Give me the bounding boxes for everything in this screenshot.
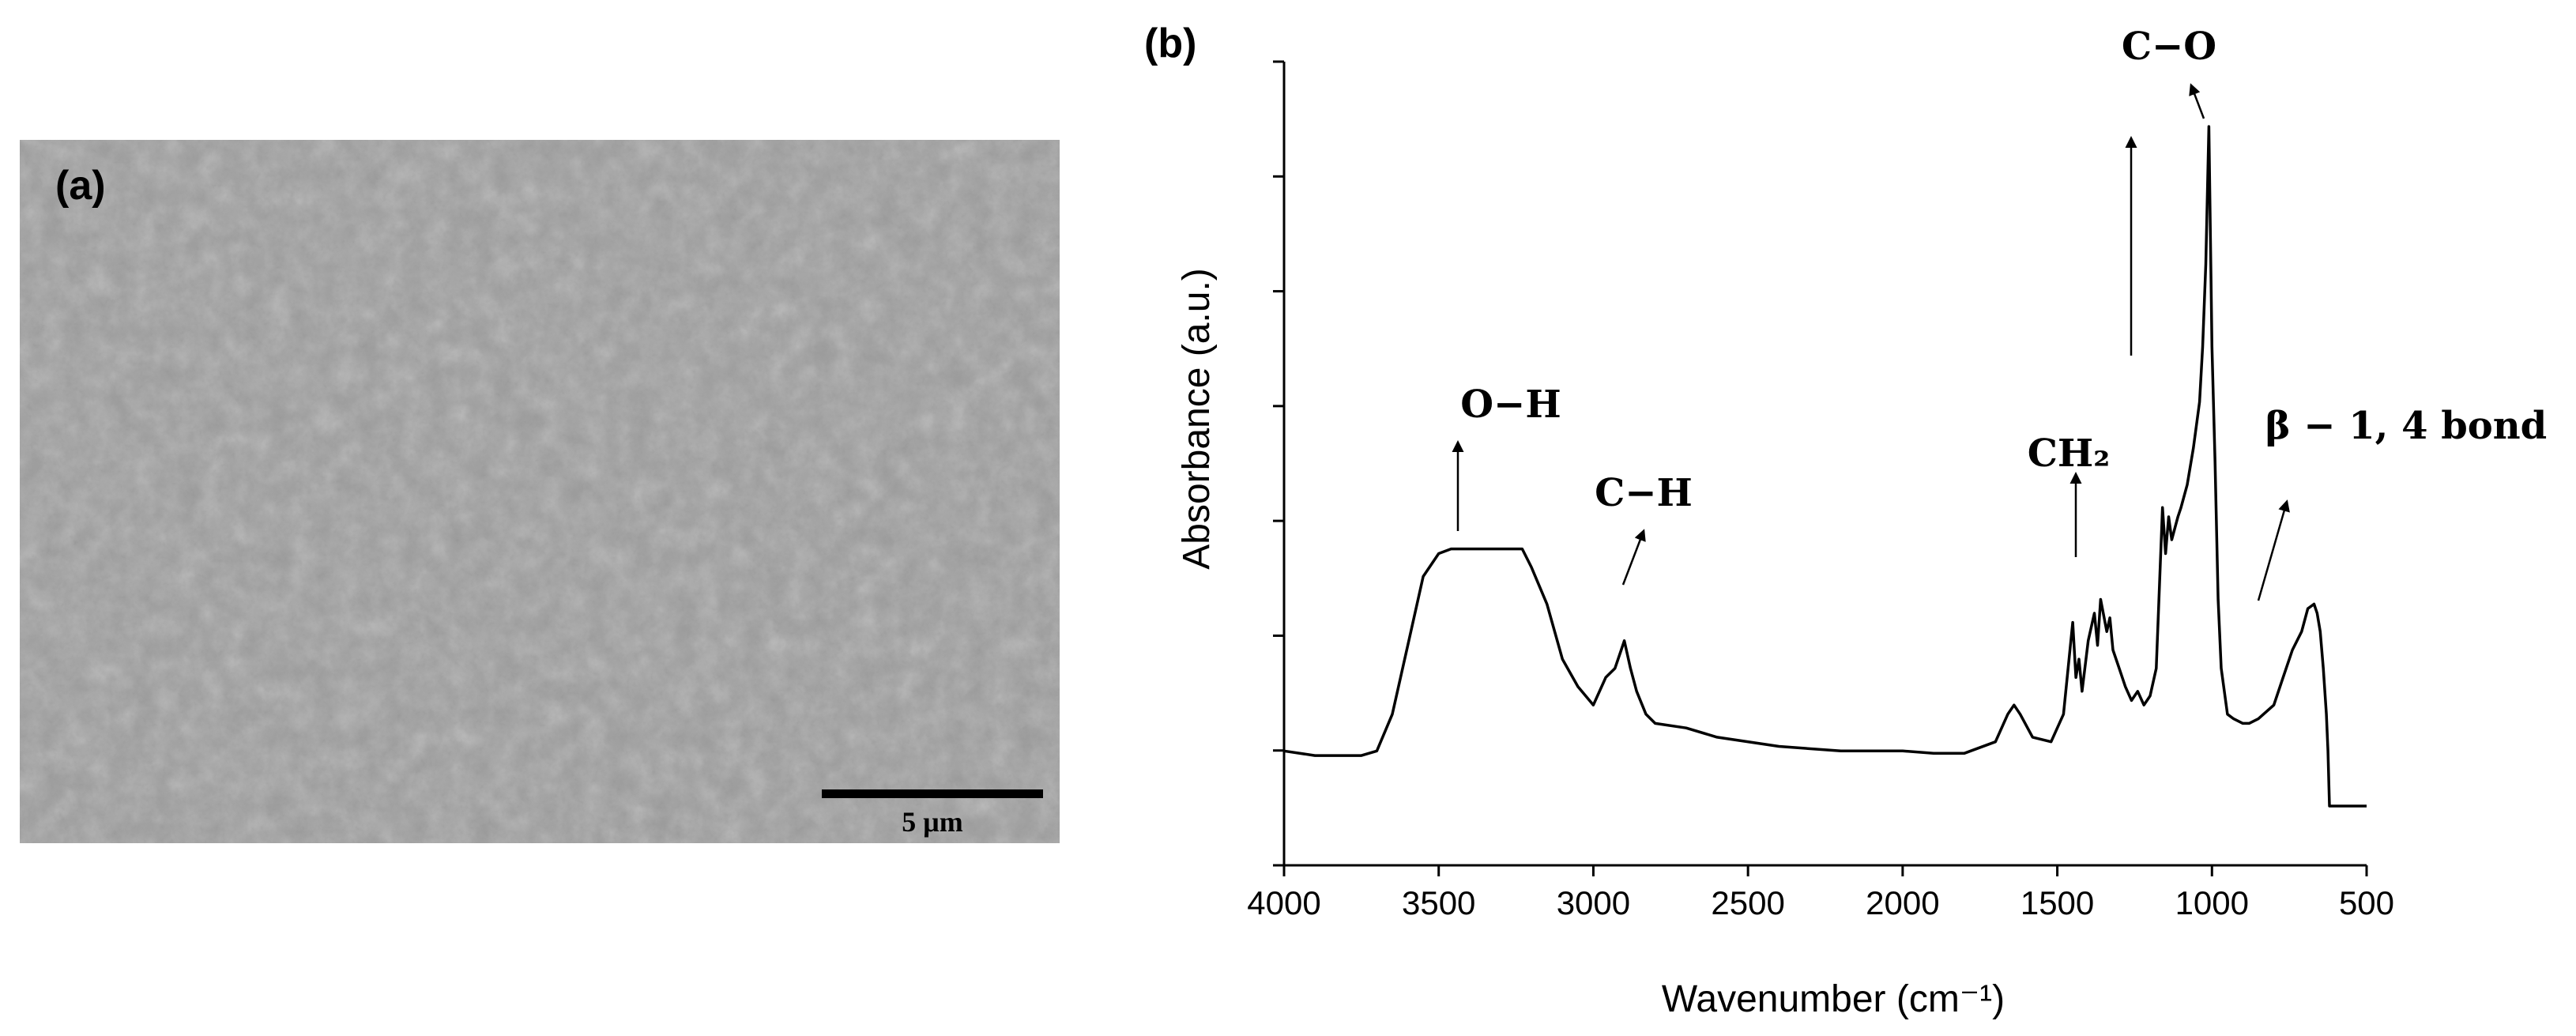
spacer — [2190, 119, 2201, 122]
chart-axes — [1282, 62, 2367, 867]
annotation-label: β − 1, 4 bond — [2265, 404, 2547, 448]
scale-bar-label: 5 μm — [902, 806, 963, 838]
x-tick-label: 500 — [2339, 884, 2394, 921]
annotation-label: O−H — [1460, 382, 1561, 427]
annotation-arrow — [2257, 499, 2290, 601]
chart-series — [1283, 125, 2367, 808]
ftir-chart: 4000 3500 3000 2500 2000 1500 1000 500 O−H C−H CH… — [1176, 24, 2547, 1020]
y-axis-title: Absorbance (a.u.) — [1176, 268, 1218, 570]
annotation-label: C−O — [2122, 24, 2216, 69]
panel-label-a: (a) — [55, 163, 106, 209]
x-tick-label: 2000 — [1866, 884, 1939, 921]
x-tick-label: 2500 — [1711, 884, 1784, 921]
x-tick-label: 1000 — [2175, 884, 2249, 921]
x-tick-label: 3500 — [1402, 884, 1475, 921]
annotation-arrow — [1621, 529, 1646, 586]
chart-annotation-arrows: O−H C−H CH₂ C−O β − 1, 4 bond — [1452, 24, 2547, 601]
scale-bar — [822, 789, 1043, 798]
x-axis-title: Wavenumber (cm⁻¹) — [1662, 978, 2005, 1020]
chart-ticks: 4000 3500 3000 2500 2000 1500 1000 500 — [1247, 60, 2394, 921]
annotation-arrow-c-o-tip — [2189, 83, 2205, 119]
annotation-label: C−H — [1595, 471, 1693, 515]
x-tick-label: 3000 — [1557, 884, 1630, 921]
spectrum-line-0 — [1283, 125, 2367, 808]
sem-image: (a) 5 μm — [20, 140, 1060, 843]
x-tick-label: 4000 — [1247, 884, 1320, 921]
annotation-label: CH₂ — [2028, 431, 2111, 476]
panel-label-b: (b) — [1144, 21, 1197, 66]
sem-texture — [20, 140, 1060, 843]
x-tick-label: 1500 — [2021, 884, 2094, 921]
